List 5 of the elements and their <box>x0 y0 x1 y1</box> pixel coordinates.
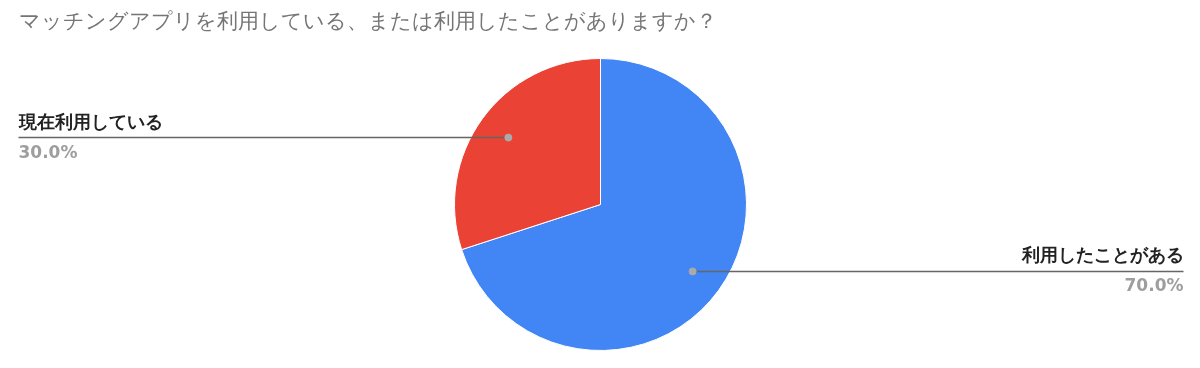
slice-label: 利用したことがある <box>1020 244 1184 266</box>
chart-title: マッチングアプリを利用している、または利用したことがありますか？ <box>18 8 717 33</box>
data-label: 30.0% <box>18 141 78 162</box>
slice-label: 現在利用している <box>17 110 163 132</box>
data-label: 70.0% <box>1124 275 1184 296</box>
